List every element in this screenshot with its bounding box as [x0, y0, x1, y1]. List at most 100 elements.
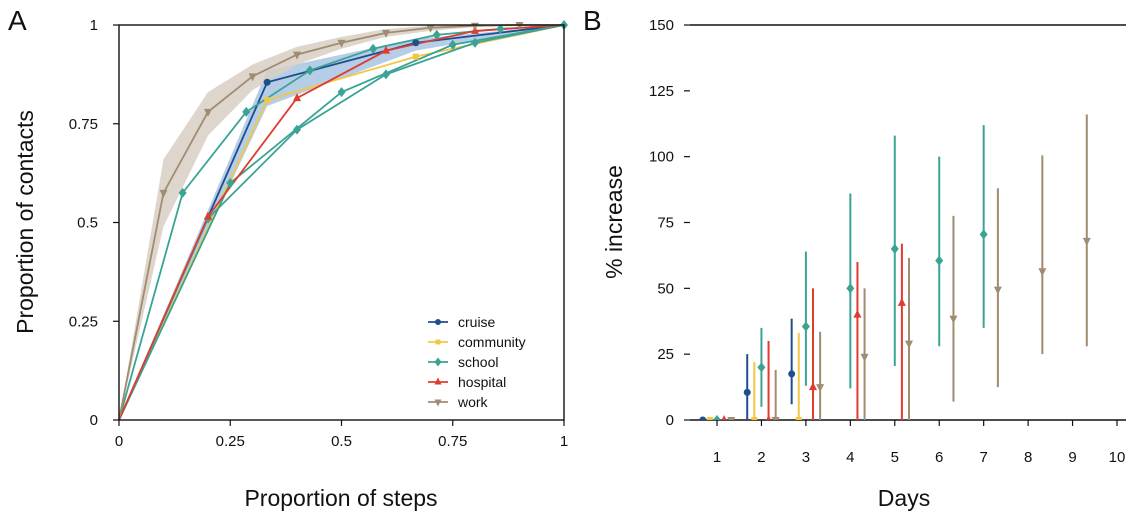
- x-tick-label: 1: [713, 449, 721, 466]
- panel-b: B 1 2 3 4 5 6 7 8 9 10 0 25 50 75 100 125 150 Days % in…: [583, 5, 1126, 511]
- legend-swatch-marker: [434, 357, 442, 367]
- legend-label: hospital: [458, 374, 506, 390]
- point-community: [412, 53, 419, 60]
- point-work: [1082, 237, 1091, 246]
- y-tick-label: 100: [649, 149, 674, 166]
- point-work: [816, 384, 825, 393]
- panel-a-y-label: Proportion of contacts: [12, 110, 38, 334]
- x-tick-label: 10: [1109, 449, 1126, 466]
- y-tick-label: 75: [657, 215, 674, 232]
- legend: cruise community school hospital work: [428, 314, 526, 410]
- legend-item-community: community: [428, 334, 526, 350]
- y-tick-label: 150: [649, 17, 674, 34]
- point-school: [496, 23, 505, 34]
- point-school: [846, 283, 855, 294]
- point-school: [979, 229, 988, 240]
- point-work: [426, 24, 435, 33]
- legend-swatch-marker: [435, 339, 441, 345]
- legend-label: work: [457, 394, 489, 410]
- panel-a-lines: [118, 24, 565, 421]
- y-tick-label: 50: [657, 280, 674, 297]
- x-tick-label: 8: [1024, 449, 1032, 466]
- y-tick-label: 1: [90, 17, 98, 34]
- y-tick-label: 0: [666, 412, 674, 429]
- point-school: [305, 65, 314, 76]
- point-community: [264, 97, 271, 104]
- point-work: [949, 315, 958, 324]
- point-work: [248, 73, 257, 82]
- y-tick-label: 0.5: [77, 215, 98, 232]
- point-hospital: [897, 297, 906, 306]
- point-school: [471, 37, 479, 48]
- legend-item-school: school: [428, 354, 498, 370]
- point-work: [1038, 268, 1047, 277]
- x-tick-label: 0.25: [216, 433, 245, 450]
- point-hospital: [293, 93, 301, 102]
- x-tick-label: 7: [979, 449, 987, 466]
- point-cruise: [743, 388, 751, 396]
- point-cruise: [699, 416, 707, 420]
- line-community-1: [118, 24, 565, 421]
- x-tick-label: 4: [846, 449, 854, 466]
- point-work: [860, 353, 869, 362]
- point-work: [771, 417, 780, 420]
- panel-a: A 0 0.25 0.5 0.75 1 0 0.25 0.5 0.75 1 Proportion…: [8, 5, 568, 511]
- y-tick-label: 125: [649, 83, 674, 100]
- panel-b-marks: [699, 114, 1091, 420]
- x-tick-label: 3: [802, 449, 810, 466]
- y-tick-label: 0.25: [69, 313, 98, 330]
- point-school: [242, 106, 251, 117]
- panel-a-y-ticks: 0 0.25 0.5 0.75 1: [69, 17, 119, 429]
- x-tick-label: 2: [757, 449, 765, 466]
- x-tick-label: 0.5: [331, 433, 352, 450]
- legend-label: school: [458, 354, 498, 370]
- point-cruise: [788, 370, 796, 378]
- panel-b-letter: B: [583, 5, 602, 36]
- point-school: [801, 321, 810, 332]
- point-school: [226, 178, 235, 188]
- point-hospital: [853, 309, 862, 318]
- legend-swatch-marker: [434, 377, 442, 385]
- point-hospital: [382, 45, 390, 54]
- legend-swatch-marker: [435, 319, 441, 325]
- legend-item-hospital: hospital: [428, 374, 506, 390]
- point-work: [993, 286, 1002, 295]
- point-work: [515, 22, 524, 30]
- point-community: [751, 417, 758, 420]
- point-cruise: [412, 39, 420, 47]
- point-school: [935, 255, 944, 266]
- panel-b-y-ticks: 0 25 50 75 100 125 150: [649, 17, 690, 429]
- y-tick-label: 0: [90, 412, 98, 429]
- point-school: [713, 415, 721, 420]
- panel-a-x-ticks: 0 0.25 0.5 0.75 1: [115, 420, 568, 450]
- point-work: [905, 340, 913, 349]
- point-work: [159, 189, 168, 198]
- point-work: [382, 29, 390, 38]
- y-tick-label: 25: [657, 346, 674, 363]
- x-tick-label: 0: [115, 433, 123, 450]
- legend-item-cruise: cruise: [428, 314, 496, 330]
- legend-label: community: [458, 334, 526, 350]
- x-tick-label: 1: [560, 433, 568, 450]
- x-tick-label: 9: [1068, 449, 1076, 466]
- point-school: [432, 29, 441, 40]
- point-work: [337, 39, 346, 48]
- y-tick-label: 0.75: [69, 116, 98, 133]
- line-hospital-5: [118, 24, 565, 421]
- panel-a-markers: [159, 20, 568, 224]
- x-tick-label: 0.75: [438, 433, 467, 450]
- point-school: [448, 39, 457, 50]
- x-tick-label: 6: [935, 449, 943, 466]
- point-school: [337, 87, 346, 98]
- point-work: [204, 108, 212, 117]
- point-school: [178, 187, 187, 198]
- point-work: [727, 417, 736, 420]
- point-cruise: [263, 78, 271, 86]
- panel-a-letter: A: [8, 5, 27, 36]
- point-school: [382, 69, 390, 80]
- point-hospital: [809, 382, 817, 391]
- legend-label: cruise: [458, 314, 496, 330]
- panel-b-x-label: Days: [878, 485, 930, 511]
- point-school: [293, 124, 301, 135]
